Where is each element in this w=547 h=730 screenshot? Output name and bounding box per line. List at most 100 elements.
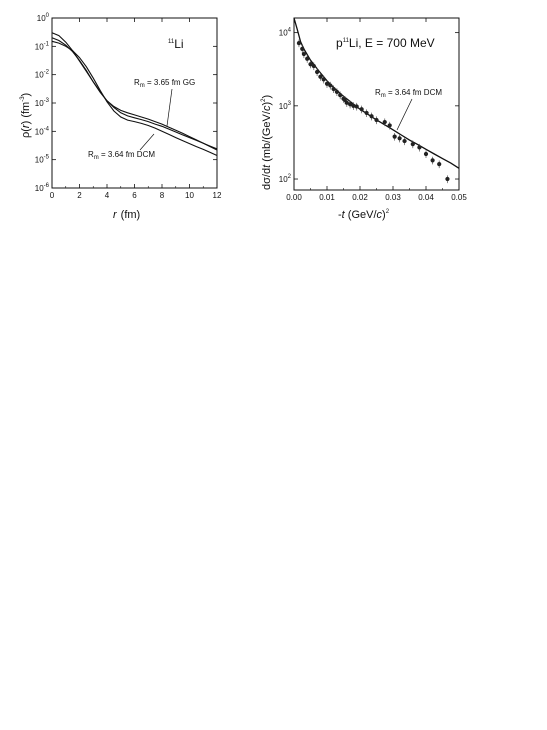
right-data-point [374, 117, 379, 123]
left-y-rho: ρ( [20, 128, 32, 138]
left-y-tick-label-base: 10 [35, 71, 44, 80]
right-x-tick-label: 0.03 [385, 193, 401, 202]
left-annotation-dcm-arrow [139, 133, 155, 151]
right-y-tick-label-exp: 4 [288, 28, 292, 34]
right-y-e: ) [261, 95, 273, 99]
right-y-axis-title: dσ/dt (mb/(GeV/c)2) [261, 95, 273, 190]
right-y-c: c [261, 105, 273, 111]
left-x-tick-label: 0 [50, 191, 55, 200]
right-y-tick-label: 104 [279, 28, 292, 38]
right-x-sup: 2 [386, 209, 390, 215]
left-annotation-dcm-rest: = 3.64 fm DCM [99, 150, 156, 159]
right-annotation-arrow [396, 98, 413, 131]
right-y-tick-label: 102 [279, 174, 292, 184]
left-y-axis-title: ρ(r) (fm-3) [20, 93, 32, 138]
left-y-close: ) (fm [20, 102, 32, 125]
right-y-t: t [261, 164, 273, 168]
right-annotation-sub: m [381, 93, 386, 99]
right-y-d: ) [261, 102, 273, 106]
left-y-tick-label-base: 10 [35, 42, 44, 51]
left-annotation-gg-sub: m [140, 83, 145, 89]
right-y-b: (mb/(GeV/ [261, 110, 273, 165]
right-x-tick-label: 0.00 [286, 193, 302, 202]
right-panel-label-sup: 11 [343, 38, 350, 44]
right-x-c: c [377, 209, 383, 221]
right-data-point [397, 136, 402, 141]
right-data-point [423, 151, 429, 157]
left-y-sup: -3 [20, 96, 26, 102]
left-x-axis-unit: (fm) [121, 209, 141, 221]
right-x-tick-label: 0.02 [352, 193, 368, 202]
right-y-tick-label-base: 10 [279, 29, 288, 38]
left-x-tick-label: 2 [77, 191, 82, 200]
right-data-point [338, 93, 343, 98]
left-y-tick-label: 10-5 [35, 155, 50, 165]
right-data-point [387, 123, 392, 128]
right-data-point [359, 107, 364, 112]
right-data-point [324, 81, 330, 86]
left-x-axis-title: r (fm) [113, 209, 140, 221]
right-y-tick-label: 103 [279, 101, 292, 111]
left-annotation-gg-rest: = 3.65 fm GG [145, 78, 195, 87]
left-y-tick-label-exp: 0 [46, 13, 50, 19]
left-y-tick-label-exp: -1 [44, 41, 50, 47]
right-data-point [318, 74, 323, 79]
right-dcm-curve [293, 17, 460, 169]
right-data-point [392, 134, 397, 139]
right-annotation-main: R [375, 88, 381, 97]
left-y-r: r [20, 123, 32, 128]
left-annotation-dcm: Rm = 3.64 fm DCM [88, 150, 155, 161]
right-x-minus: - [338, 209, 342, 221]
left-annotation-gg-main: R [134, 78, 140, 87]
right-y-tick-label-base: 10 [279, 175, 288, 184]
left-y-tick-label-base: 10 [35, 184, 44, 193]
left-panel-label-sup: 11 [168, 39, 175, 45]
left-annotation-gg: Rm = 3.65 fm GG [134, 78, 195, 89]
right-y-a: dσ/d [261, 168, 273, 190]
right-data-point [331, 86, 336, 92]
right-data-point [344, 100, 349, 105]
right-panel-label: p11Li, E = 700 MeV [336, 36, 435, 50]
right-panel-label-rest: Li, E = 700 MeV [349, 36, 435, 50]
right-x-axis-title: -t (GeV/c)2 [338, 209, 390, 221]
right-data-point [402, 138, 407, 144]
left-y-tick-label-exp: -5 [44, 155, 50, 161]
left-curve-dcm_b [51, 32, 218, 150]
right-data-point [315, 69, 320, 75]
right-y-tick-label-base: 10 [279, 102, 288, 111]
left-x-tick-label: 12 [213, 191, 222, 200]
right-data-point [321, 77, 326, 82]
left-x-tick-label: 4 [105, 191, 110, 200]
left-x-tick-label: 8 [160, 191, 165, 200]
left-y-tick-label: 10-2 [35, 70, 50, 80]
right-data-point [348, 102, 353, 107]
right-y-tick-label-exp: 3 [288, 101, 292, 107]
left-annotation-gg-arrow [166, 88, 173, 127]
left-y-tick-label: 10-1 [35, 41, 50, 51]
left-y-tick-label-base: 10 [37, 14, 46, 23]
left-y-tick-label: 100 [37, 13, 50, 23]
right-data-point [410, 142, 415, 147]
right-data-point [351, 103, 356, 108]
right-x-tick-label: 0.04 [418, 193, 434, 202]
right-y-sup: 2 [261, 98, 267, 102]
right-data-point [364, 110, 369, 116]
right-data-point [308, 62, 313, 67]
left-y-end: ) [20, 93, 32, 97]
left-x-axis-var: r [113, 209, 118, 221]
right-data [293, 17, 460, 184]
right-data-point [445, 176, 450, 182]
right-panel-label-p: p [336, 36, 343, 50]
right-x-open: (GeV/ [345, 209, 378, 221]
left-curve-dcm_a [51, 40, 218, 157]
left-y-tick-label: 10-6 [35, 183, 50, 193]
right-data-point [417, 145, 422, 150]
right-x-tick-label: 0.01 [319, 193, 335, 202]
right-data-point [328, 83, 333, 88]
right-data-point [296, 40, 302, 46]
